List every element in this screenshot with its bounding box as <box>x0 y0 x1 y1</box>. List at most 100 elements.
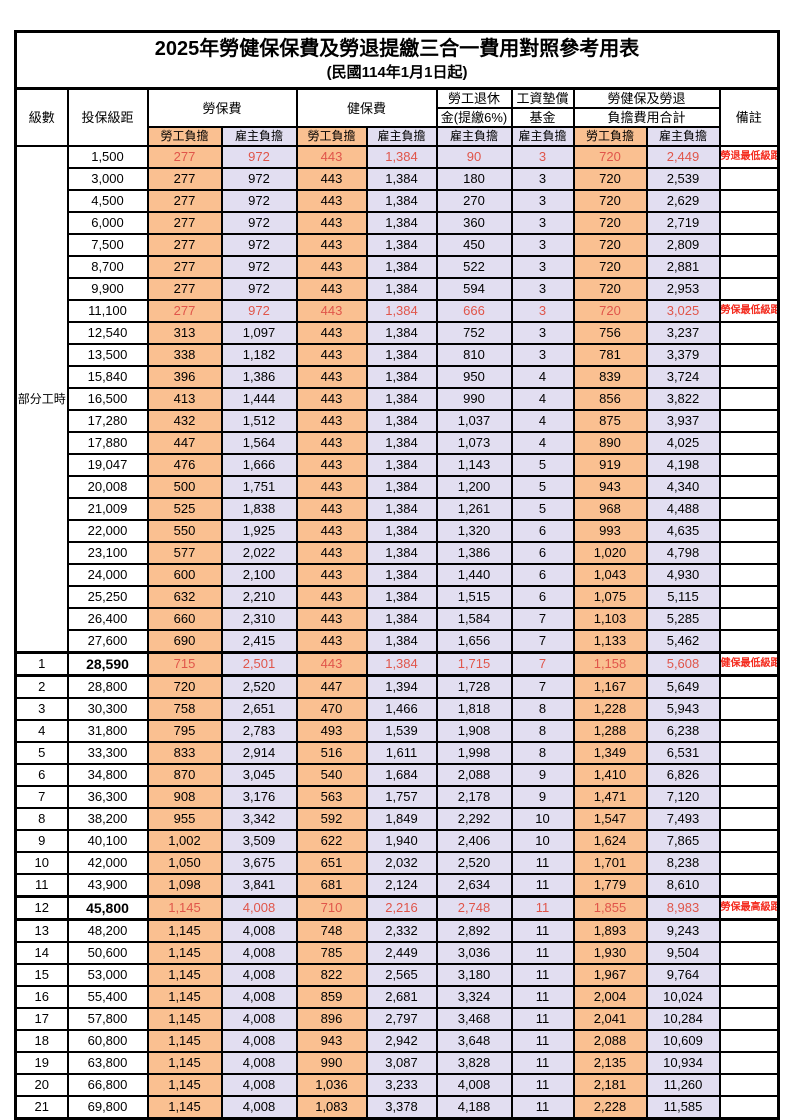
labor-fee-employer-cell: 4,008 <box>220 941 298 965</box>
page-subtitle: (民國114年1月1日起) <box>326 64 468 81</box>
pension-employer-cell: 3,036 <box>435 941 513 965</box>
health-fee-employer-cell: 1,384 <box>365 365 438 389</box>
labor-fee-employer-cell: 2,651 <box>220 697 298 721</box>
health-fee-employer-cell: 3,087 <box>365 1051 438 1075</box>
health-fee-employee-cell: 443 <box>295 321 368 345</box>
labor-fee-employer-cell: 1,386 <box>220 365 298 389</box>
bracket-cell: 48,200 <box>66 918 149 943</box>
health-fee-employee-cell: 443 <box>295 497 368 521</box>
header-health-employee: 勞工負擔 <box>295 126 368 147</box>
pension-employer-cell: 2,178 <box>435 785 513 809</box>
total-employee-cell: 720 <box>572 233 648 257</box>
wage-fund-employer-cell: 7 <box>510 629 575 654</box>
wage-fund-employer-cell: 3 <box>510 233 575 257</box>
remark-cell <box>718 807 780 831</box>
health-fee-employer-cell: 2,216 <box>365 895 438 921</box>
remark-cell <box>718 674 780 699</box>
wage-fund-employer-cell: 8 <box>510 719 575 743</box>
health-fee-employee-cell: 443 <box>295 343 368 367</box>
pension-employer-cell: 522 <box>435 255 513 279</box>
wage-fund-employer-cell: 3 <box>510 277 575 301</box>
pension-employer-cell: 594 <box>435 277 513 301</box>
health-fee-employee-cell: 443 <box>295 387 368 411</box>
header-remark: 備註 <box>718 87 780 147</box>
labor-fee-employee-cell: 1,098 <box>146 873 223 898</box>
total-employer-cell: 4,635 <box>645 519 721 543</box>
total-employer-cell: 2,629 <box>645 189 721 213</box>
total-employer-cell: 2,881 <box>645 255 721 279</box>
bracket-cell: 31,800 <box>66 719 149 743</box>
labor-fee-employee-cell: 715 <box>146 651 223 677</box>
level-cell: 8 <box>14 807 69 831</box>
total-employer-cell: 3,822 <box>645 387 721 411</box>
header-total-line1: 勞健保及勞退 <box>572 87 721 109</box>
health-fee-employer-cell: 2,797 <box>365 1007 438 1031</box>
level-cell: 9 <box>14 829 69 853</box>
total-employee-cell: 1,167 <box>572 674 648 699</box>
labor-fee-employer-cell: 1,564 <box>220 431 298 455</box>
health-fee-employer-cell: 1,384 <box>365 563 438 587</box>
pension-employer-cell: 990 <box>435 387 513 411</box>
total-employer-cell: 10,024 <box>645 985 721 1009</box>
remark-cell <box>718 541 780 565</box>
labor-fee-employee-cell: 396 <box>146 365 223 389</box>
pension-employer-cell: 950 <box>435 365 513 389</box>
table-row: 8 38,200 955 3,342 592 1,849 2,292 10 1,547 7,493 <box>14 807 780 831</box>
total-employer-cell: 3,724 <box>645 365 721 389</box>
wage-fund-employer-cell: 3 <box>510 211 575 235</box>
health-fee-employer-cell: 3,378 <box>365 1095 438 1120</box>
health-fee-employer-cell: 1,384 <box>365 387 438 411</box>
labor-fee-employer-cell: 3,841 <box>220 873 298 898</box>
total-employee-cell: 1,410 <box>572 763 648 787</box>
labor-fee-employee-cell: 277 <box>146 299 223 323</box>
labor-fee-employee-cell: 476 <box>146 453 223 477</box>
total-employer-cell: 10,284 <box>645 1007 721 1031</box>
total-employer-cell: 10,934 <box>645 1051 721 1075</box>
bracket-cell: 45,800 <box>66 895 149 921</box>
total-employee-cell: 720 <box>572 167 648 191</box>
wage-fund-employer-cell: 11 <box>510 895 575 921</box>
wage-fund-employer-cell: 4 <box>510 409 575 433</box>
labor-fee-employee-cell: 600 <box>146 563 223 587</box>
total-employer-cell: 11,585 <box>645 1095 721 1120</box>
total-employer-cell: 5,608 <box>645 651 721 677</box>
remark-cell <box>718 873 780 898</box>
health-fee-employee-cell: 681 <box>295 873 368 898</box>
total-employee-cell: 2,041 <box>572 1007 648 1031</box>
labor-fee-employer-cell: 972 <box>220 255 298 279</box>
pension-employer-cell: 1,818 <box>435 697 513 721</box>
header-labor-employee: 勞工負擔 <box>146 126 223 147</box>
labor-fee-employee-cell: 690 <box>146 629 223 654</box>
labor-fee-employee-cell: 1,145 <box>146 1095 223 1120</box>
labor-fee-employee-cell: 833 <box>146 741 223 765</box>
health-fee-employer-cell: 1,384 <box>365 189 438 213</box>
health-fee-employee-cell: 896 <box>295 1007 368 1031</box>
total-employer-cell: 4,198 <box>645 453 721 477</box>
bracket-cell: 7,500 <box>66 233 149 257</box>
wage-fund-employer-cell: 11 <box>510 873 575 898</box>
labor-fee-employer-cell: 972 <box>220 189 298 213</box>
table-row: 4,500 277 972 443 1,384 270 3 720 2,629 <box>16 189 780 213</box>
labor-fee-employer-cell: 2,100 <box>220 563 298 587</box>
remark-cell <box>718 985 780 1009</box>
health-fee-employee-cell: 443 <box>295 167 368 191</box>
labor-fee-employer-cell: 2,415 <box>220 629 298 654</box>
total-employer-cell: 6,238 <box>645 719 721 743</box>
bracket-cell: 6,000 <box>66 211 149 235</box>
total-employee-cell: 2,181 <box>572 1073 648 1097</box>
remark-cell <box>718 741 780 765</box>
table-body: 部分工時 1,500 277 972 443 1,384 90 3 720 2,449 勞退最低級距… <box>14 145 780 1120</box>
wage-fund-employer-cell: 7 <box>510 674 575 699</box>
health-fee-employer-cell: 2,942 <box>365 1029 438 1053</box>
total-employer-cell: 5,285 <box>645 607 721 631</box>
health-fee-employer-cell: 1,384 <box>365 321 438 345</box>
table-row: 27,600 690 2,415 443 1,384 1,656 7 1,133 5,462 <box>16 629 780 654</box>
labor-fee-employee-cell: 1,145 <box>146 963 223 987</box>
total-employee-cell: 1,701 <box>572 851 648 875</box>
level-cell: 4 <box>14 719 69 743</box>
table-row: 部分工時 1,500 277 972 443 1,384 90 3 720 2,449 勞退最低級距 <box>14 145 780 654</box>
pension-employer-cell: 180 <box>435 167 513 191</box>
labor-fee-employer-cell: 3,675 <box>220 851 298 875</box>
wage-fund-employer-cell: 8 <box>510 741 575 765</box>
header-health-employer: 雇主負擔 <box>365 126 438 147</box>
